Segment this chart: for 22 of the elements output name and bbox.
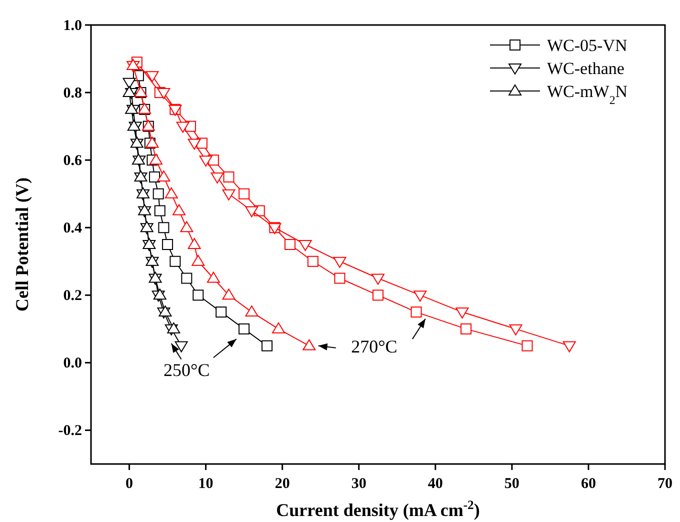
x-tick-label: 30 (351, 476, 366, 492)
annotation: 270°C (351, 336, 398, 357)
x-tick-label: 50 (504, 476, 520, 492)
y-tick-label: 0.8 (63, 86, 82, 102)
y-tick-label: 0.6 (63, 153, 82, 170)
y-tick-label: 0.2 (63, 288, 82, 304)
annotation: 250°C (164, 360, 210, 380)
y-tick-label: -0.2 (58, 423, 82, 440)
x-tick-label: 40 (428, 476, 443, 492)
x-tick-label: 0 (126, 476, 134, 492)
y-tick-label: 0.0 (63, 356, 82, 372)
y-tick-label: 0.4 (63, 220, 82, 237)
x-tick-label: 10 (198, 476, 214, 492)
x-tick-label: 20 (274, 476, 290, 492)
y-tick-label: 1.0 (63, 18, 82, 34)
x-tick-label: 70 (658, 476, 672, 492)
legend-label: WC-mW$_{2}$N (547, 82, 628, 107)
x-axis-title: Current density (mA cm$^{-2}$) (276, 498, 480, 520)
legend-label: WC-05-VN (547, 36, 628, 55)
y-axis-title: Cell Potential (V) (12, 178, 32, 312)
legend-label: WC-ethane (547, 59, 624, 78)
x-tick-label: 60 (580, 476, 596, 492)
